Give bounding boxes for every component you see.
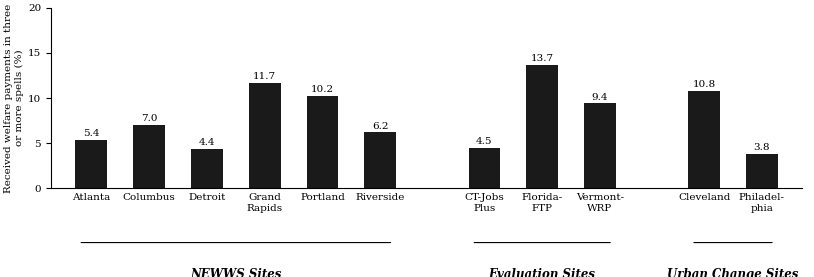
Bar — [584, 103, 616, 188]
Bar — [469, 148, 501, 188]
Text: 13.7: 13.7 — [531, 54, 554, 63]
Bar — [76, 140, 107, 188]
Text: 10.8: 10.8 — [693, 80, 716, 89]
Bar — [365, 132, 396, 188]
Text: 10.2: 10.2 — [311, 85, 334, 94]
Text: 6.2: 6.2 — [372, 122, 388, 130]
Bar — [249, 83, 281, 188]
Text: 4.4: 4.4 — [199, 138, 215, 147]
Bar — [746, 154, 778, 188]
Y-axis label: Received welfare payments in three
or more spells (%): Received welfare payments in three or mo… — [4, 3, 24, 193]
Bar — [688, 91, 720, 188]
Bar — [191, 148, 223, 188]
Bar — [133, 125, 165, 188]
Text: 5.4: 5.4 — [83, 129, 99, 138]
Text: 3.8: 3.8 — [754, 143, 770, 152]
Bar — [527, 65, 558, 188]
Text: 4.5: 4.5 — [476, 137, 492, 146]
Text: NEWWS Sites: NEWWS Sites — [190, 268, 282, 277]
Bar — [307, 96, 339, 188]
Text: 9.4: 9.4 — [592, 93, 608, 102]
Text: 11.7: 11.7 — [253, 72, 276, 81]
Text: Urban Change Sites: Urban Change Sites — [667, 268, 799, 277]
Text: 7.0: 7.0 — [141, 114, 157, 123]
Text: Evaluation Sites: Evaluation Sites — [488, 268, 596, 277]
